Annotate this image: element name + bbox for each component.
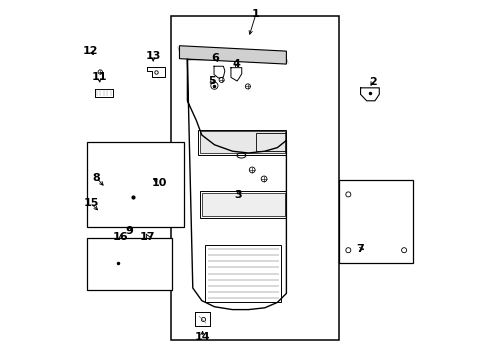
Bar <box>87 238 172 290</box>
Text: 10: 10 <box>151 178 167 188</box>
Text: 8: 8 <box>93 173 100 183</box>
Bar <box>198 130 286 155</box>
Bar <box>200 191 286 218</box>
Bar <box>256 133 286 151</box>
Text: 12: 12 <box>83 46 98 56</box>
Polygon shape <box>179 46 286 64</box>
Text: 7: 7 <box>356 244 364 254</box>
Bar <box>339 180 413 263</box>
Text: 3: 3 <box>234 190 242 200</box>
Text: 5: 5 <box>208 76 216 86</box>
Bar <box>87 142 184 227</box>
Bar <box>202 193 285 216</box>
Text: 14: 14 <box>195 332 210 342</box>
Text: 16: 16 <box>113 232 128 242</box>
Bar <box>343 185 409 257</box>
Text: 11: 11 <box>92 72 107 82</box>
Text: 15: 15 <box>83 198 98 208</box>
Bar <box>205 245 281 302</box>
Bar <box>171 16 339 340</box>
Text: 9: 9 <box>125 226 133 236</box>
Text: 1: 1 <box>252 9 260 19</box>
Text: 6: 6 <box>212 53 220 63</box>
Bar <box>361 225 390 245</box>
Text: 2: 2 <box>369 77 377 87</box>
Text: 17: 17 <box>140 232 155 242</box>
Bar <box>200 131 285 153</box>
Text: 4: 4 <box>232 59 240 69</box>
Text: 13: 13 <box>146 51 161 61</box>
